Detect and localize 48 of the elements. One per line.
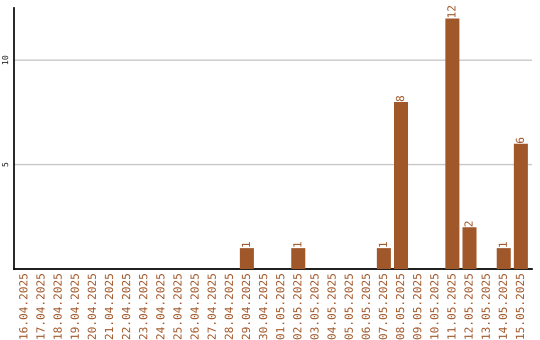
bar [496, 248, 511, 269]
x-tick-label: 09.05.2025 [412, 274, 422, 340]
y-tick-label: 5 [2, 162, 8, 167]
x-tick-label: 03.05.2025 [310, 274, 319, 340]
x-tick-label: 27.04.2025 [207, 274, 216, 340]
data-label: 2 [464, 221, 473, 226]
x-tick-label: 04.05.2025 [327, 274, 336, 340]
bar [514, 144, 528, 269]
x-tick-label: 07.05.2025 [378, 274, 388, 340]
bar [240, 248, 254, 269]
x-tick-label: 11.05.2025 [447, 274, 456, 339]
x-tick-label: 21.04.2025 [104, 274, 114, 340]
x-tick-label: 10.05.2025 [430, 274, 439, 339]
data-label: 1 [378, 242, 387, 247]
x-tick-label: 17.04.2025 [36, 274, 45, 339]
x-tick-label: 13.05.2025 [481, 274, 490, 339]
x-tick-label: 30.04.2025 [258, 274, 268, 340]
x-tick-label: 29.04.2025 [242, 274, 250, 340]
data-label: 6 [516, 138, 524, 143]
x-tick-label: 25.04.2025 [173, 274, 182, 340]
x-tick-label: 15.05.2025 [516, 274, 524, 339]
x-tick-label: 14.05.2025 [498, 274, 507, 339]
x-tick-label: 28.04.2025 [224, 274, 234, 340]
x-tick-label: 06.05.2025 [362, 274, 370, 340]
x-tick-label: 05.05.2025 [344, 274, 353, 340]
x-tick-label: 16.04.2025 [19, 274, 28, 339]
data-label: 8 [396, 96, 404, 102]
data-label: 1 [293, 242, 302, 247]
x-tick-label: 02.05.2025 [293, 274, 302, 340]
bar [376, 248, 391, 269]
y-tick-label: 10 [2, 56, 8, 64]
x-tick-label: 24.04.2025 [156, 274, 165, 340]
bar [394, 102, 408, 269]
data-label: 12 [447, 6, 456, 18]
data-label: 1 [242, 242, 250, 247]
x-tick-label: 20.04.2025 [88, 274, 96, 340]
x-tick-label: 26.04.2025 [190, 274, 199, 340]
x-tick-label: 22.04.2025 [122, 274, 130, 340]
bar [462, 227, 477, 269]
bar [291, 248, 306, 269]
x-tick-label: 08.05.2025 [396, 274, 404, 340]
x-tick-label: 23.04.2025 [138, 274, 148, 340]
data-label: 1 [498, 242, 507, 247]
x-tick-label: 01.05.2025 [276, 274, 284, 340]
x-tick-label: 12.05.2025 [464, 274, 473, 339]
x-tick-label: 18.04.2025 [53, 274, 62, 339]
x-tick-label: 19.04.2025 [70, 274, 79, 339]
bar [445, 18, 460, 269]
